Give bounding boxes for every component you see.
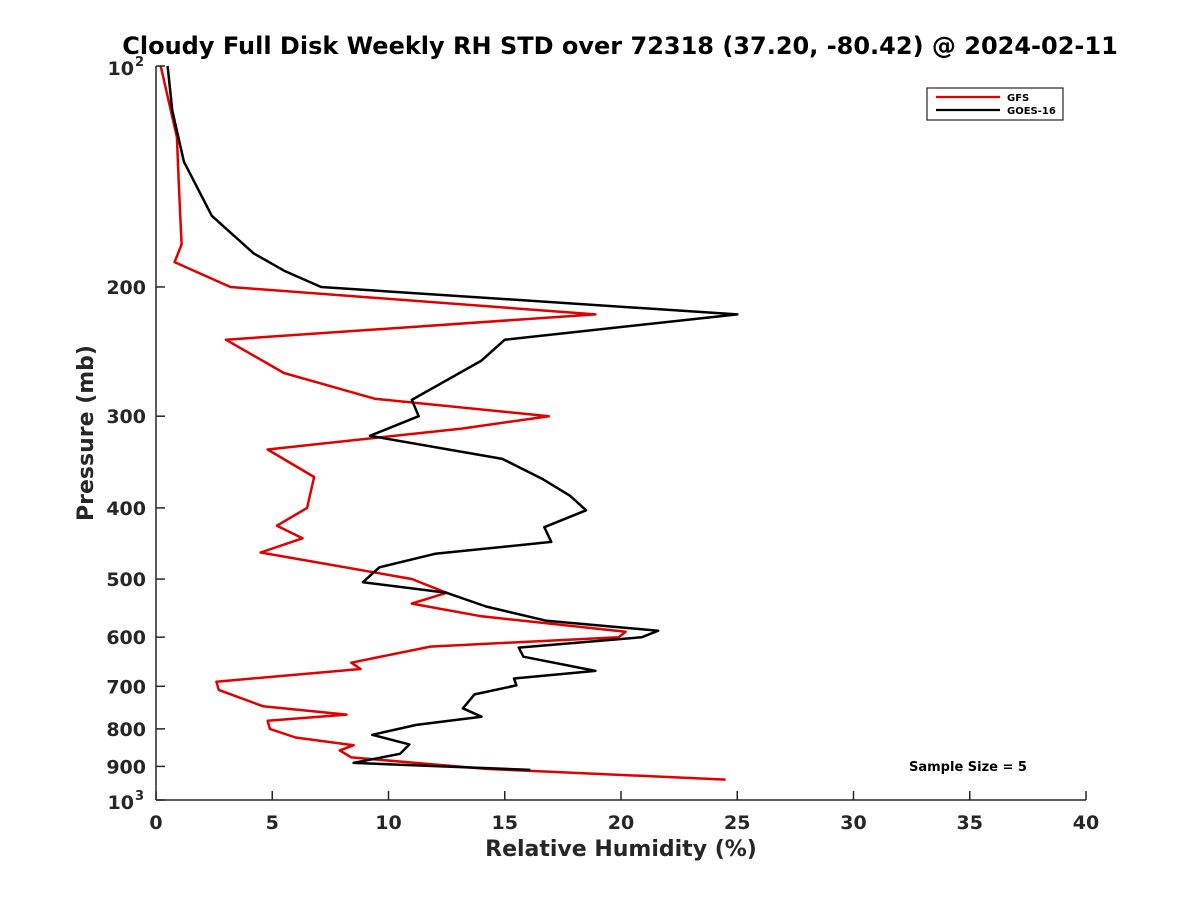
chart-title: Cloudy Full Disk Weekly RH STD over 7231… <box>122 32 1118 60</box>
series-line-goes16 <box>166 65 739 772</box>
x-tick-label: 0 <box>149 812 162 834</box>
x-tick-label: 15 <box>492 812 518 834</box>
x-tick-label: 35 <box>957 812 983 834</box>
y-tick-label: 200 <box>106 277 146 299</box>
x-tick-label: 25 <box>724 812 750 834</box>
y-tick-label: 700 <box>106 676 146 698</box>
y-tick-exponent: 2 <box>135 55 144 70</box>
y-tick-label: 300 <box>106 406 146 428</box>
x-ticks: 0 5 10 15 20 25 30 35 40 <box>149 791 1099 834</box>
y-tick-label: 400 <box>106 498 146 520</box>
y-tick-exponent: 3 <box>135 789 144 804</box>
legend: GFS GOES-16 <box>926 87 1064 121</box>
y-tick-label: 500 <box>106 569 146 591</box>
legend-label-gfs: GFS <box>1007 93 1029 104</box>
sample-size-annotation: Sample Size = 5 <box>909 760 1027 775</box>
axes <box>155 66 1086 801</box>
y-tick-label: 800 <box>106 719 146 741</box>
series-layer <box>159 65 739 781</box>
y-tick-label: 900 <box>106 756 146 778</box>
series-line-gfs <box>159 65 726 781</box>
legend-box <box>926 87 1064 121</box>
x-tick-label: 20 <box>608 812 634 834</box>
legend-label-goes16: GOES-16 <box>1007 106 1056 117</box>
x-tick-label: 30 <box>840 812 866 834</box>
y-tick-label: 600 <box>106 627 146 649</box>
y-tick-label: 10 <box>108 58 134 80</box>
y-tick-label: 10 <box>108 792 134 814</box>
x-tick-label: 40 <box>1073 812 1099 834</box>
x-axis-label: Relative Humidity (%) <box>485 837 757 862</box>
y-axis-label: Pressure (mb) <box>74 345 99 521</box>
x-tick-label: 10 <box>375 812 401 834</box>
x-tick-label: 5 <box>266 812 279 834</box>
